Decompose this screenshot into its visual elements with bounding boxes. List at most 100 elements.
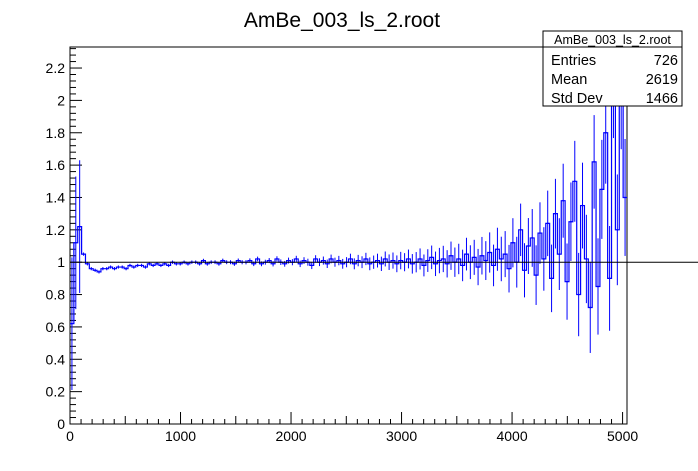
data-point [299,262,302,265]
data-point [616,228,619,231]
data-point [82,253,85,256]
x-tick-label: 2000 [275,428,306,444]
x-tick-label: 5000 [607,428,638,444]
data-point [465,253,468,256]
y-tick-label: 1.6 [46,157,66,173]
data-point [550,277,553,280]
data-point [473,256,476,259]
data-point [357,259,360,262]
data-point [218,262,220,265]
data-point [508,267,510,270]
y-tick-label: 2.2 [46,60,66,76]
y-tick-label: 1.4 [46,189,66,205]
data-point [159,264,162,267]
data-point [248,259,251,262]
data-point [570,220,572,223]
plot-frame [69,46,628,425]
y-tick-label: 1.2 [46,222,66,238]
data-point [349,258,352,260]
data-point [539,232,541,234]
stats-box[interactable]: AmBe_003_ls_2.root Entries 726 Mean 2619 Std … [542,30,683,107]
data-point [481,254,483,257]
data-point [187,262,189,265]
data-point [125,267,127,270]
data-point [365,258,367,260]
stats-label: Mean [551,72,587,88]
data-point [330,258,332,260]
data-point [527,245,530,247]
data-point [90,267,93,270]
x-tick-label: 0 [66,428,74,444]
data-point [167,264,170,267]
data-point [140,264,143,267]
data-point [341,262,344,265]
stats-value: 1466 [646,91,678,107]
y-tick-label: 1.8 [46,125,66,141]
data-point [624,196,626,199]
data-point [546,222,549,225]
stats-label: Entries [551,53,596,69]
axes: 0 1000 2000 3000 4000 5000 0 0.2 0.4 0.6 0.8 1 1.2 1.… [46,46,638,444]
data-point [144,266,147,268]
data-point [272,262,274,265]
data-point [326,262,329,265]
y-tick-label: 0.2 [46,384,66,400]
y-tick-label: 1 [57,254,65,270]
data-point [430,256,433,259]
y-tick-label: 0.6 [46,319,66,335]
data-point [78,225,81,228]
data-point [98,271,100,273]
data-point [252,262,255,265]
data-point [423,264,425,267]
data-point [407,258,410,260]
data-point [198,262,201,265]
data-point [573,180,576,183]
data-point [496,248,499,251]
data-point [175,262,178,265]
data-point [287,259,290,262]
x-tick-label: 4000 [496,428,527,444]
data-point [542,258,545,260]
data-point [384,258,387,260]
y-tick-label: 0.8 [46,287,66,303]
data-point [233,262,236,265]
data-point [457,258,460,260]
data-point [283,262,286,265]
data-point [376,259,379,262]
data-point [604,131,607,134]
data-point [303,259,305,262]
series-layer [70,47,627,391]
data-point [523,269,526,272]
data-point [484,259,487,262]
stats-value: 2619 [646,72,678,88]
data-point [511,241,514,244]
data-point [136,264,139,267]
data-point [74,241,77,244]
data-point [558,253,561,256]
data-point [156,262,158,265]
x-tick-label: 3000 [386,428,417,444]
data-point [461,264,464,267]
data-point [589,306,592,309]
stats-box-title: AmBe_003_ls_2.root [554,33,671,47]
data-point [450,254,452,257]
data-point [260,262,263,265]
data-point [442,258,445,260]
data-point [597,285,599,288]
data-point [109,266,112,268]
data-point [554,212,557,215]
stats-box-frame [542,30,683,107]
data-point [129,264,131,267]
data-point [314,258,317,260]
data-point [132,266,135,268]
data-point [202,259,205,262]
data-point [500,258,503,260]
data-point [295,258,298,260]
data-point [585,258,588,260]
data-point [519,228,522,231]
y-tick-label: 0.4 [46,351,66,367]
data-point [531,237,534,239]
data-point [152,264,155,267]
data-point [71,322,73,325]
